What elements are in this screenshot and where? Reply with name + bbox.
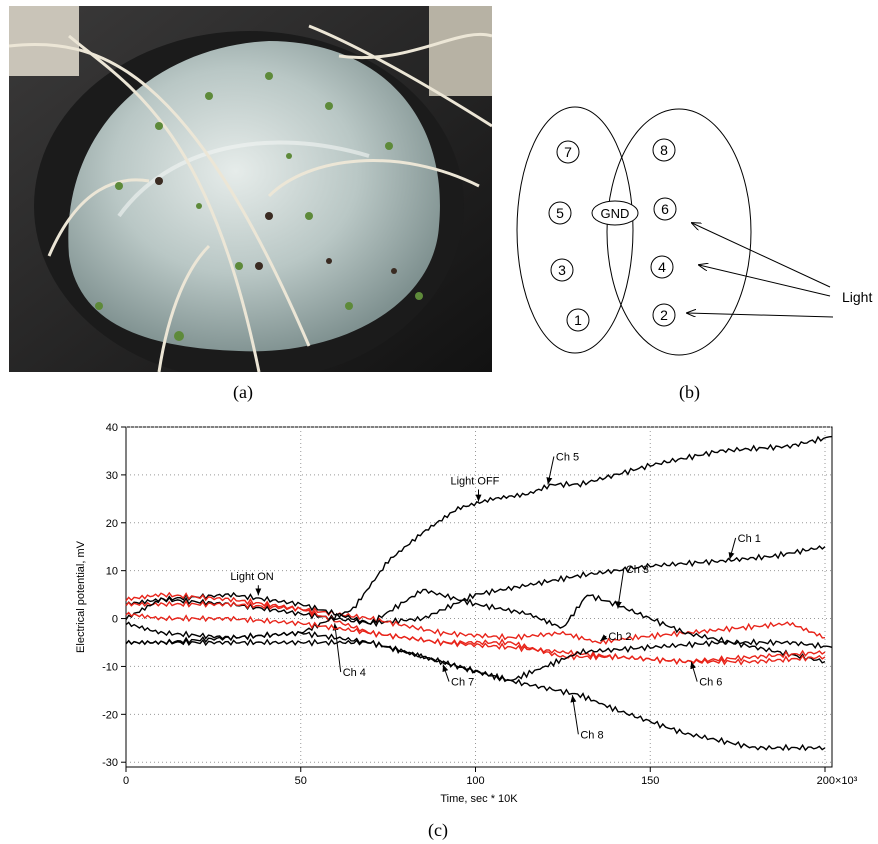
series-label-ch-1: Ch 1 (738, 533, 761, 545)
y-tick-label: 20 (106, 518, 118, 530)
ground-electrode: GND (591, 200, 639, 226)
series-line-ch-3 (125, 588, 826, 664)
left-electrode-group (516, 106, 634, 354)
x-tick-label: 100 (466, 775, 484, 787)
x-tick-label: 50 (295, 775, 307, 787)
y-tick-label: -20 (102, 709, 118, 721)
right-electrode-group (606, 108, 752, 356)
y-tick-label: 30 (106, 470, 118, 482)
series-leader-arrow (570, 695, 579, 735)
series-leader-arrow (615, 568, 625, 609)
series-leader-arrow (690, 661, 698, 682)
light-label: Light (842, 289, 872, 305)
electrode-diagram: 7 5 3 1 8 6 4 2 GND Light (516, 106, 872, 356)
series-label-ch-4: Ch 4 (343, 667, 366, 679)
potential-chart: 0 50 100 150 200×10³ -30 -20 -10 0 10 20 30 40 Time, … (75, 422, 858, 805)
y-tick-label: 0 (112, 614, 118, 626)
svg-text:3: 3 (558, 262, 566, 278)
series-label-ch-3: Ch 3 (626, 564, 649, 576)
x-tick-label: 200×10³ (817, 775, 858, 787)
electrode-6: 6 (653, 197, 677, 221)
electrode-3: 3 (550, 258, 574, 282)
electrode-7: 7 (556, 140, 580, 164)
series-leader-arrow (442, 664, 450, 682)
svg-text:8: 8 (660, 142, 668, 158)
svg-text:7: 7 (564, 144, 572, 160)
series-label-ch-7: Ch 7 (451, 677, 474, 689)
svg-text:1: 1 (574, 312, 582, 328)
caption-c: (c) (428, 820, 448, 840)
x-tick-label: 150 (641, 775, 659, 787)
seedlings-on-gel-photo-icon (9, 6, 492, 372)
series-line-ch-4 (125, 591, 826, 666)
caption-a: (a) (233, 382, 253, 402)
y-tick-label: 10 (106, 566, 118, 578)
series-leader-arrow (332, 623, 342, 673)
series-line-ch-6 (125, 611, 826, 666)
series-label-ch-6: Ch 6 (699, 677, 722, 689)
electrode-4: 4 (650, 255, 674, 279)
x-tick-label: 0 (123, 775, 129, 787)
annotation-light-on: Light ON (230, 571, 273, 583)
svg-text:GND: GND (601, 206, 630, 221)
series-leader-arrow (546, 456, 555, 485)
series-line-ch-5 (125, 435, 833, 646)
series-line-ch-1 (125, 545, 826, 628)
caption-b: (b) (679, 382, 700, 402)
electrode-8: 8 (652, 138, 676, 162)
svg-text:2: 2 (660, 307, 668, 323)
svg-text:6: 6 (661, 201, 669, 217)
seedlings-photo (9, 6, 492, 372)
svg-text:5: 5 (556, 205, 564, 221)
electrode-5: 5 (548, 201, 572, 225)
electrode-1: 1 (566, 308, 590, 332)
series-label-ch-2: Ch 2 (608, 631, 631, 643)
series-line-ch-8 (125, 638, 826, 752)
y-tick-label: -30 (102, 757, 118, 769)
y-tick-label: -10 (102, 661, 118, 673)
series-leader-arrow (728, 537, 737, 560)
series-leader-arrow (599, 634, 608, 642)
y-axis-label: Electrical potential, mV (75, 540, 87, 653)
light-arrows (687, 223, 834, 318)
y-tick-label: 40 (106, 422, 118, 434)
svg-text:4: 4 (658, 259, 666, 275)
x-axis-label: Time, sec * 10K (440, 793, 518, 805)
electrode-2: 2 (652, 303, 676, 327)
series-label-ch-8: Ch 8 (580, 729, 603, 741)
annotation-light-off: Light OFF (451, 475, 500, 487)
series-label-ch-5: Ch 5 (556, 452, 579, 464)
series-line-ch-2 (125, 599, 826, 646)
